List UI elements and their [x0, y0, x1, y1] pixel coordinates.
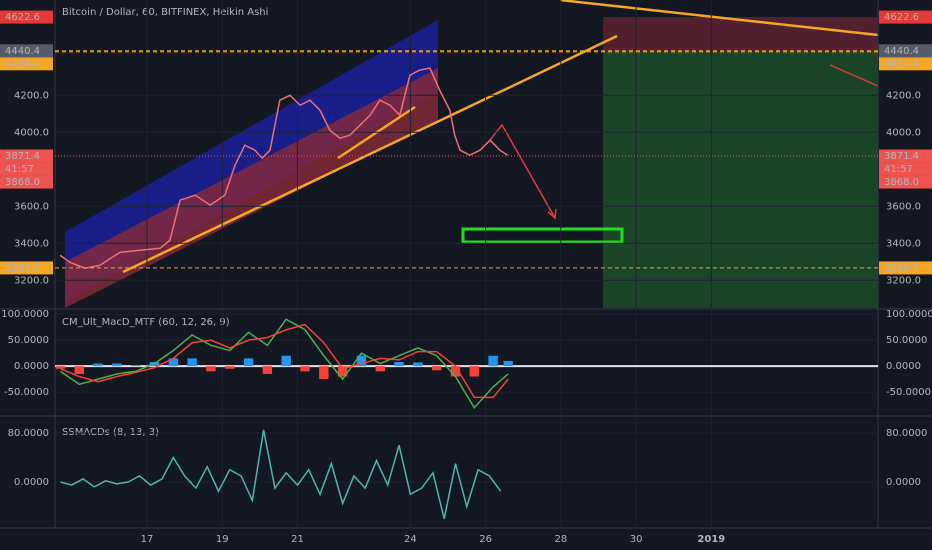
histogram-bar — [319, 366, 329, 380]
y-tick-label: 4200.0 — [886, 90, 921, 101]
histogram-bar — [300, 366, 310, 372]
arrow-head — [547, 208, 557, 220]
macd-line — [60, 323, 509, 399]
price-line — [60, 429, 502, 519]
y-tick-label: 3200.0 — [886, 275, 921, 286]
y-tick-label: 100.0000 — [886, 309, 932, 320]
stop-zone — [603, 17, 878, 51]
y-tick-label: 50.0000 — [8, 335, 49, 346]
price-tag — [879, 149, 932, 163]
support-box — [461, 227, 624, 244]
y-tick-label: 80.0000 — [8, 428, 49, 439]
trend-line — [122, 34, 618, 274]
price-tag-label: 4434.4 — [884, 59, 919, 70]
arrow — [829, 64, 879, 87]
x-tick-label: 17 — [141, 534, 154, 545]
histogram-bar — [337, 366, 348, 377]
target-zone — [603, 51, 878, 308]
y-tick-label: 4000.0 — [886, 127, 921, 138]
histogram-bar — [450, 366, 461, 377]
x-tick-label: 2019 — [697, 534, 725, 545]
histogram-bar — [243, 358, 254, 367]
x-tick-label: 26 — [479, 534, 492, 545]
countdown-tag — [879, 162, 932, 176]
price-tag-label: 3266.7 — [5, 263, 40, 274]
macd-line — [60, 318, 509, 409]
price-tag — [879, 44, 932, 58]
x-tick-label: 21 — [291, 534, 304, 545]
y-tick-label: 4000.0 — [14, 127, 49, 138]
histogram-bar — [74, 366, 84, 374]
histogram-bar — [488, 355, 498, 367]
histogram-bar — [503, 360, 513, 367]
histogram-bar — [262, 366, 273, 374]
histogram-bar — [93, 363, 103, 367]
countdown: 41:57 — [5, 164, 34, 175]
price-tag — [879, 57, 932, 71]
histogram-bar — [394, 361, 404, 367]
y-tick-label: -50.0000 — [4, 387, 49, 398]
y-tick-label: 0.0000 — [14, 361, 49, 372]
y-tick-label: 80.0000 — [886, 428, 927, 439]
price-tag-label: 4434.4 — [5, 59, 40, 70]
y-tick-label: -50.0000 — [886, 387, 931, 398]
y-tick-label: 0.0000 — [886, 477, 921, 488]
price-tag — [0, 10, 53, 24]
price-tag-label: 4440.4 — [5, 46, 40, 57]
histogram-bar — [206, 366, 216, 372]
histogram-bar — [168, 358, 179, 367]
trend-line — [559, 0, 879, 37]
y-tick-label: 100.0000 — [1, 309, 49, 320]
price-line — [59, 67, 509, 270]
histogram-bar — [413, 362, 423, 367]
y-tick-label: 50.0000 — [886, 335, 927, 346]
histogram-bar — [356, 355, 367, 367]
price-tag-label: 4440.4 — [884, 46, 919, 57]
price-tag — [879, 175, 932, 189]
price-tag-label: 3871.4 — [5, 151, 40, 162]
price-tag — [0, 44, 53, 58]
y-tick-label: 3400.0 — [886, 238, 921, 249]
histogram-bar — [225, 366, 235, 369]
histogram-bar — [187, 358, 197, 367]
y-tick-label: 4200.0 — [14, 90, 49, 101]
price-tag-label: 3266.7 — [884, 263, 919, 274]
price-tag-label: 3868.0 — [5, 177, 40, 188]
histogram-bar — [431, 366, 442, 371]
price-tag — [0, 261, 53, 275]
x-tick-label: 24 — [404, 534, 417, 545]
price-tag — [0, 175, 53, 189]
countdown: 41:57 — [884, 164, 913, 175]
histogram-bar — [469, 366, 480, 377]
y-tick-label: 3600.0 — [886, 201, 921, 212]
x-tick-label: 30 — [630, 534, 643, 545]
y-tick-label: 0.0000 — [14, 477, 49, 488]
price-tag — [879, 261, 932, 275]
histogram-bar — [130, 365, 141, 367]
price-tag — [879, 10, 932, 24]
price-tag-label: 4622.6 — [884, 12, 919, 23]
chart-title: Bitcoin / Dollar, 60, BITFINEX, Heikin A… — [62, 7, 268, 18]
y-tick-label: 3600.0 — [14, 201, 49, 212]
price-tag-label: 4622.6 — [5, 12, 40, 23]
x-tick-label: 19 — [216, 534, 229, 545]
histogram-bar — [375, 366, 385, 372]
price-tag-label: 3868.0 — [884, 177, 919, 188]
y-tick-label: 3400.0 — [14, 238, 49, 249]
y-tick-label: 3200.0 — [14, 275, 49, 286]
y-tick-label: 0.0000 — [886, 361, 921, 372]
countdown-tag — [0, 162, 53, 176]
indicator-title: CM_Ult_MacD_MTF (60, 12, 26, 9) — [62, 317, 230, 328]
histogram-bar — [55, 366, 66, 369]
histogram-bar — [281, 355, 291, 367]
arrow — [489, 123, 556, 219]
histogram-bar — [112, 363, 122, 367]
price-tag — [0, 57, 53, 71]
x-tick-label: 28 — [554, 534, 567, 545]
price-tag — [0, 149, 53, 163]
price-tag-label: 3871.4 — [884, 151, 919, 162]
